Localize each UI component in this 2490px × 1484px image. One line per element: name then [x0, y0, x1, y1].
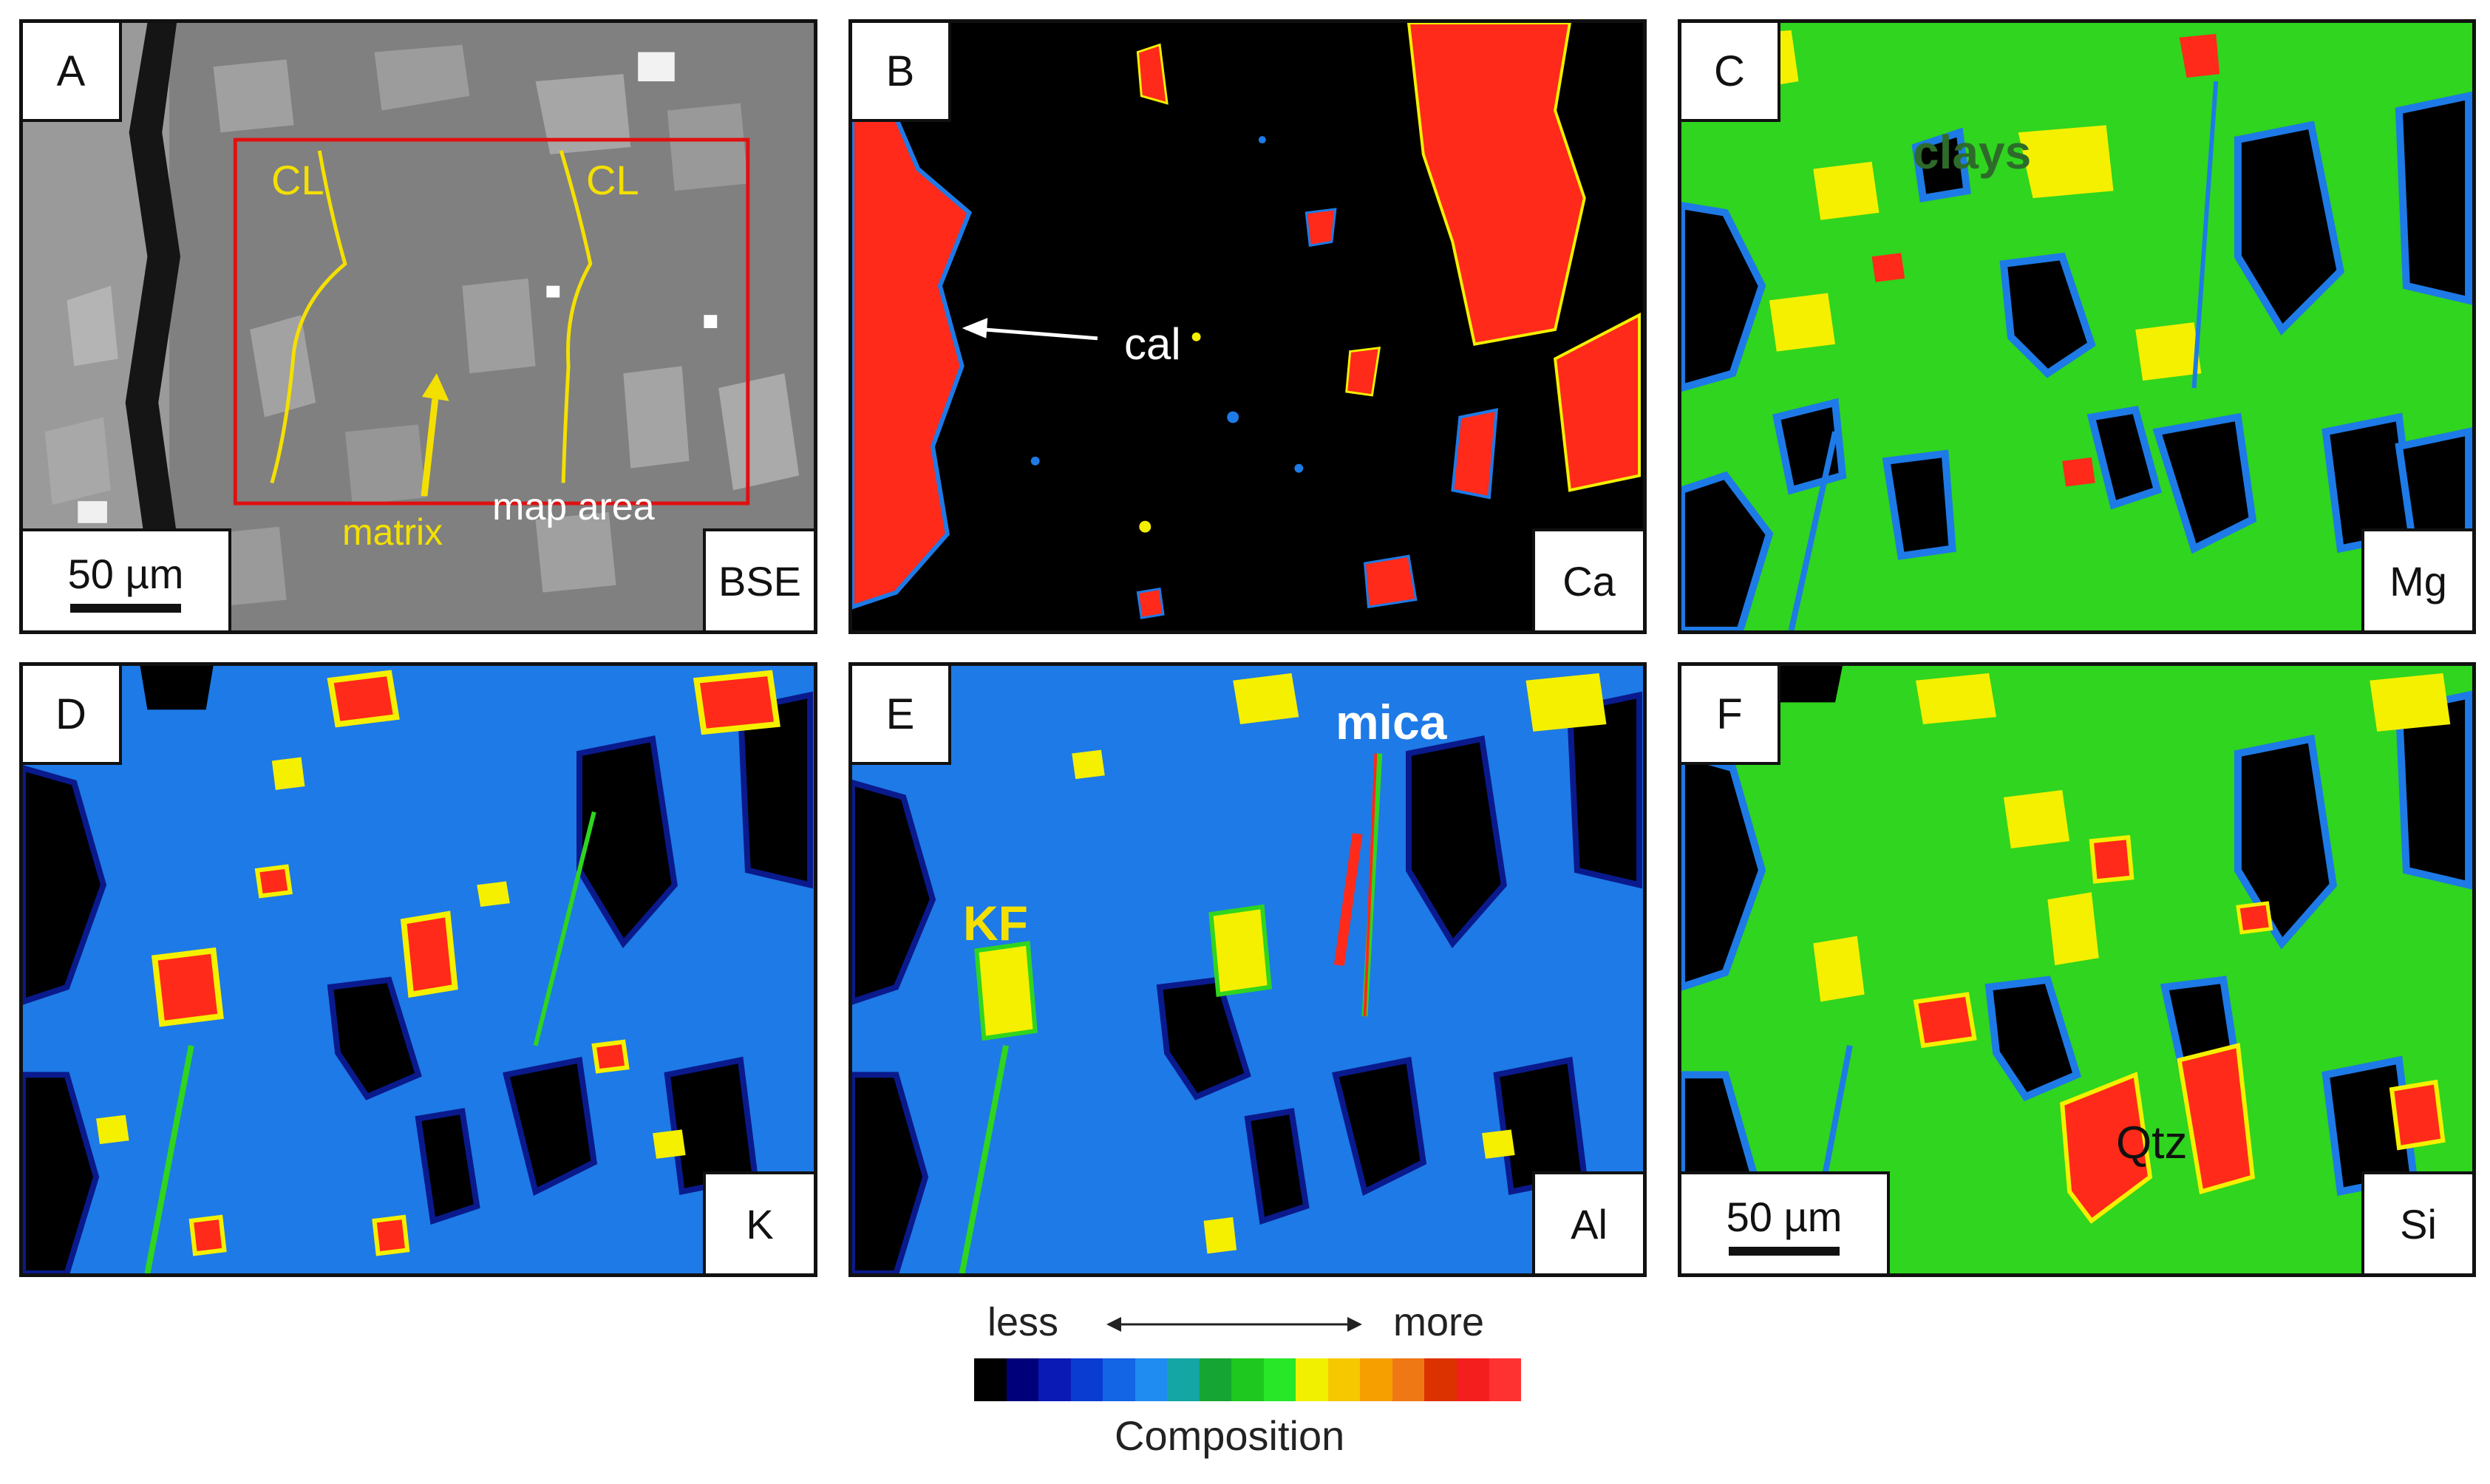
annotation-kf: KF — [963, 896, 1028, 950]
scale-bar-line — [1729, 1246, 1840, 1256]
colorbar-swatch — [1327, 1358, 1361, 1401]
panel-a-bse: A 50 µm BSE CL CL matrix map area — [19, 19, 817, 634]
colorbar-swatch — [1038, 1358, 1071, 1401]
colorbar-swatch — [1006, 1358, 1039, 1401]
colorbar-swatch — [1263, 1358, 1296, 1401]
k-map-image — [23, 666, 814, 1273]
panel-a-element-label: BSE — [703, 528, 814, 630]
panel-f-scale-bar: 50 µm — [1681, 1171, 1890, 1273]
annotation-cl-right: CL — [586, 157, 639, 203]
colorbar-swatch — [1167, 1358, 1200, 1401]
al-map-image — [852, 666, 1643, 1273]
panel-a-letter: A — [23, 23, 122, 122]
colorbar-swatch — [1489, 1358, 1522, 1401]
annotation-map-area: map area — [492, 486, 655, 528]
panel-e-letter: E — [852, 666, 951, 765]
annotation-cal: cal — [1124, 319, 1181, 369]
colorbar-swatch — [1424, 1358, 1457, 1401]
panel-f-letter: F — [1681, 666, 1780, 765]
colorbar-swatch — [1231, 1358, 1264, 1401]
panel-d-k-map: D K — [19, 662, 817, 1277]
annotation-matrix: matrix — [342, 511, 443, 553]
colorbar-swatch — [1360, 1358, 1392, 1401]
annotation-qtz: Qtz — [2116, 1117, 2188, 1168]
colorbar-swatch — [1456, 1358, 1489, 1401]
legend-title: Composition — [1115, 1412, 1345, 1459]
scale-bar-line — [70, 603, 181, 613]
double-arrow-icon — [1106, 1317, 1362, 1332]
panel-b-element-label: Ca — [1532, 528, 1643, 630]
colorbar-swatch — [1135, 1358, 1168, 1401]
panel-c-element-label: Mg — [2361, 528, 2472, 630]
colorbar-swatch — [1199, 1358, 1232, 1401]
annotation-mica: mica — [1336, 695, 1447, 749]
panel-b-ca-map: B Ca cal — [848, 19, 1647, 634]
legend-more-label: more — [1393, 1300, 1485, 1344]
composition-legend: less more Composition — [968, 1293, 1530, 1471]
panel-e-element-label: Al — [1532, 1171, 1643, 1273]
panel-f-si-map: F 50 µm Si Qtz — [1678, 662, 2476, 1277]
panel-d-letter: D — [23, 666, 122, 765]
annotation-cl-left: CL — [271, 157, 324, 203]
panel-d-element-label: K — [703, 1171, 814, 1273]
panel-c-letter: C — [1681, 23, 1780, 122]
colorbar-swatch — [974, 1358, 1007, 1401]
ca-map-image — [852, 23, 1643, 630]
panel-a-scale-bar: 50 µm — [23, 528, 231, 630]
panel-c-mg-map: C Mg clays — [1678, 19, 2476, 634]
colorbar-swatch — [1296, 1358, 1328, 1401]
mg-map-image — [1681, 23, 2472, 630]
panel-b-letter: B — [852, 23, 951, 122]
colorbar-swatch — [1392, 1358, 1425, 1401]
legend-less-label: less — [987, 1300, 1059, 1344]
panel-a-scale-text: 50 µm — [67, 550, 184, 597]
annotation-clays: clays — [1913, 126, 2032, 179]
panel-f-element-label: Si — [2361, 1171, 2472, 1273]
panel-e-al-map: E Al mica KF — [848, 662, 1647, 1277]
colorbar-swatch — [1103, 1358, 1135, 1401]
composition-colorbar — [974, 1358, 1522, 1401]
panel-f-scale-text: 50 µm — [1726, 1193, 1843, 1240]
colorbar-swatch — [1070, 1358, 1103, 1401]
